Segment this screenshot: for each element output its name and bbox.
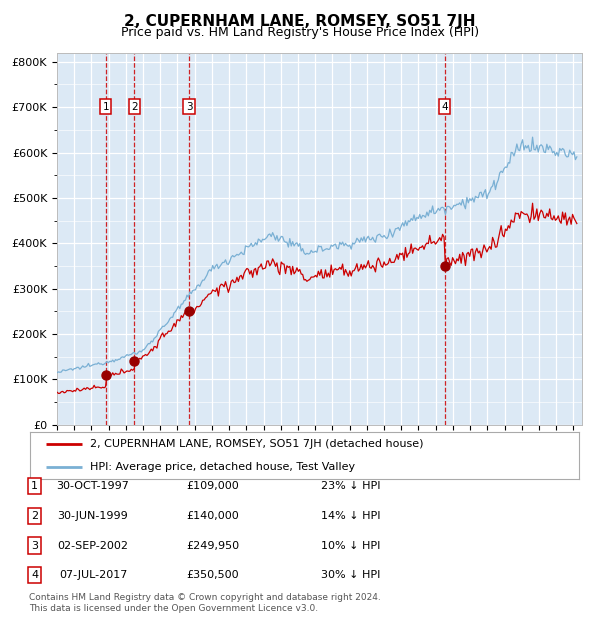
Text: 30-OCT-1997: 30-OCT-1997 (56, 481, 130, 491)
Text: 2, CUPERNHAM LANE, ROMSEY, SO51 7JH (detached house): 2, CUPERNHAM LANE, ROMSEY, SO51 7JH (det… (91, 439, 424, 450)
Text: £249,950: £249,950 (187, 541, 239, 551)
Text: 3: 3 (31, 541, 38, 551)
Text: 23% ↓ HPI: 23% ↓ HPI (321, 481, 381, 491)
Text: 4: 4 (442, 102, 448, 112)
Text: 2, CUPERNHAM LANE, ROMSEY, SO51 7JH: 2, CUPERNHAM LANE, ROMSEY, SO51 7JH (124, 14, 476, 29)
Text: 07-JUL-2017: 07-JUL-2017 (59, 570, 127, 580)
Text: 1: 1 (103, 102, 109, 112)
Text: Price paid vs. HM Land Registry's House Price Index (HPI): Price paid vs. HM Land Registry's House … (121, 26, 479, 39)
Text: 3: 3 (186, 102, 193, 112)
Text: £350,500: £350,500 (187, 570, 239, 580)
Text: 02-SEP-2002: 02-SEP-2002 (58, 541, 128, 551)
Text: £109,000: £109,000 (187, 481, 239, 491)
Text: 30-JUN-1999: 30-JUN-1999 (58, 511, 128, 521)
Text: 2: 2 (131, 102, 138, 112)
Text: 14% ↓ HPI: 14% ↓ HPI (321, 511, 381, 521)
Text: £140,000: £140,000 (187, 511, 239, 521)
Text: 1: 1 (31, 481, 38, 491)
Text: 4: 4 (31, 570, 38, 580)
Text: 30% ↓ HPI: 30% ↓ HPI (322, 570, 380, 580)
Text: Contains HM Land Registry data © Crown copyright and database right 2024.
This d: Contains HM Land Registry data © Crown c… (29, 593, 380, 613)
Text: 10% ↓ HPI: 10% ↓ HPI (322, 541, 380, 551)
Text: 2: 2 (31, 511, 38, 521)
Text: HPI: Average price, detached house, Test Valley: HPI: Average price, detached house, Test… (91, 462, 356, 472)
